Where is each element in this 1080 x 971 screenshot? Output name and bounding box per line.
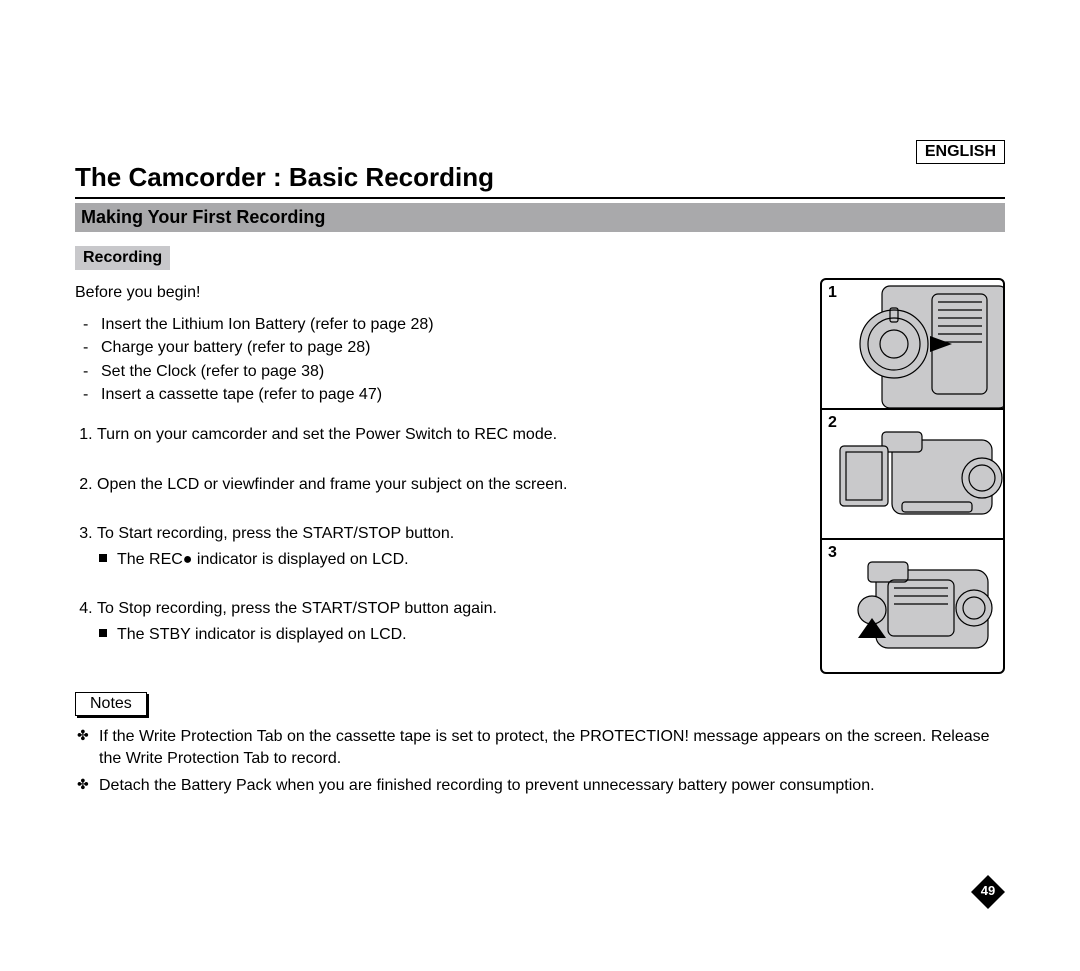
title-rule xyxy=(75,197,1005,199)
list-item: Insert the Lithium Ion Battery (refer to… xyxy=(101,314,804,336)
intro-line: Before you begin! xyxy=(75,282,804,304)
page-number: 49 xyxy=(971,883,1005,898)
chapter-title: The Camcorder : Basic Recording xyxy=(75,162,1005,193)
manual-page: ENGLISH The Camcorder : Basic Recording … xyxy=(0,0,1080,971)
figure-3: 3 xyxy=(822,540,1003,672)
camcorder-press-icon xyxy=(822,540,1003,672)
body-columns: Before you begin! Insert the Lithium Ion… xyxy=(75,278,1005,674)
page-number-badge: 49 xyxy=(971,875,1005,909)
sub-list: The STBY indicator is displayed on LCD. xyxy=(97,624,804,646)
figure-number: 1 xyxy=(828,284,837,302)
figure-1: 1 xyxy=(822,280,1003,410)
notes-list: If the Write Protection Tab on the casse… xyxy=(75,726,1005,797)
sub-item: The STBY indicator is displayed on LCD. xyxy=(117,624,804,646)
list-item: Charge your battery (refer to page 28) xyxy=(101,337,804,359)
list-item: Insert a cassette tape (refer to page 47… xyxy=(101,384,804,406)
step-list: Turn on your camcorder and set the Power… xyxy=(75,424,804,646)
subsection-heading: Recording xyxy=(75,246,170,270)
language-label: ENGLISH xyxy=(916,140,1005,164)
text-column: Before you begin! Insert the Lithium Ion… xyxy=(75,278,804,674)
step-item: Open the LCD or viewfinder and frame you… xyxy=(97,474,804,496)
step-text: To Stop recording, press the START/STOP … xyxy=(97,600,497,617)
figure-number: 3 xyxy=(828,544,837,562)
figure-stack: 1 xyxy=(820,278,1005,674)
section-heading: Making Your First Recording xyxy=(75,203,1005,232)
step-text: To Start recording, press the START/STOP… xyxy=(97,525,454,542)
camcorder-open-icon xyxy=(822,410,1003,538)
note-item: If the Write Protection Tab on the casse… xyxy=(99,726,1005,769)
step-item: Turn on your camcorder and set the Power… xyxy=(97,424,804,446)
step-item: To Start recording, press the START/STOP… xyxy=(97,523,804,570)
note-item: Detach the Battery Pack when you are fin… xyxy=(99,775,1005,797)
camcorder-dial-icon xyxy=(822,280,1003,408)
notes-label: Notes xyxy=(75,692,147,716)
list-item: Set the Clock (refer to page 38) xyxy=(101,361,804,383)
sub-item: The REC● indicator is displayed on LCD. xyxy=(117,549,804,571)
figure-2: 2 xyxy=(822,410,1003,540)
step-item: To Stop recording, press the START/STOP … xyxy=(97,598,804,645)
figure-number: 2 xyxy=(828,414,837,432)
figure-column: 1 xyxy=(820,278,1005,674)
step-text: Open the LCD or viewfinder and frame you… xyxy=(97,476,567,493)
sub-list: The REC● indicator is displayed on LCD. xyxy=(97,549,804,571)
prereq-list: Insert the Lithium Ion Battery (refer to… xyxy=(75,314,804,406)
step-text: Turn on your camcorder and set the Power… xyxy=(97,426,557,443)
